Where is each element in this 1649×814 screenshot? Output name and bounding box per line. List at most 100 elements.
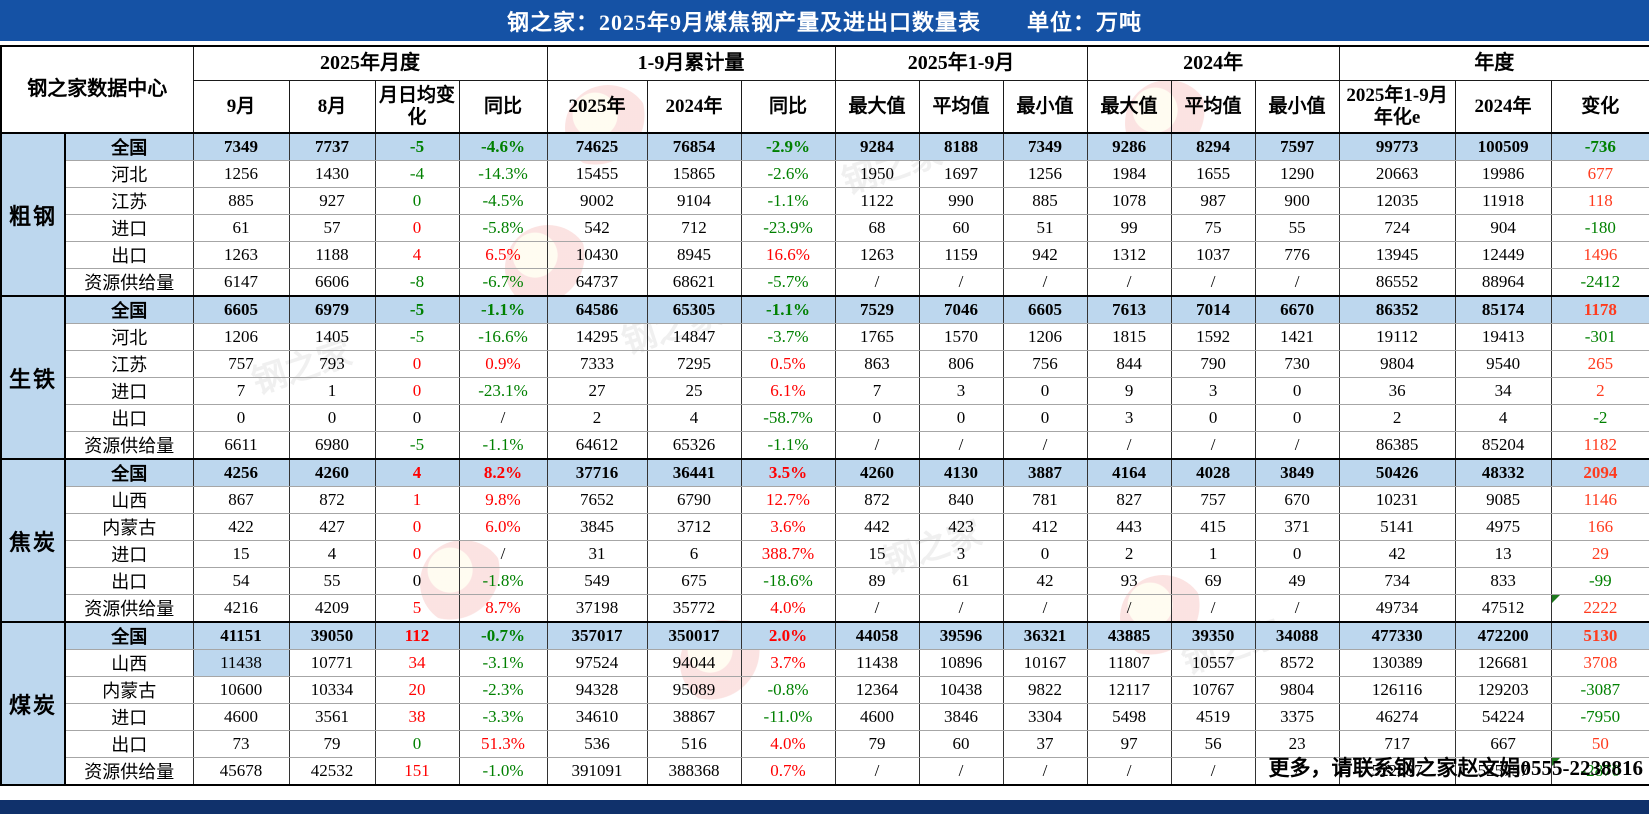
data-cell: 885: [192, 187, 290, 215]
data-cell: 15455: [546, 160, 648, 188]
data-cell: 5130: [1550, 621, 1649, 650]
data-cell: -2.6%: [740, 160, 836, 188]
data-cell: 12364: [834, 676, 920, 704]
data-cell: 34610: [546, 703, 648, 731]
data-cell: 1496: [1550, 241, 1649, 269]
data-cell: 391091: [546, 757, 648, 786]
data-cell: 4164: [1086, 458, 1172, 487]
report-table: 钢之家数据中心 2025年月度 1-9月累计量 2025年1-9月 2024年 年度 9月 8…: [0, 45, 1649, 786]
data-cell: -2.9%: [740, 132, 836, 161]
data-cell: 10167: [1002, 649, 1088, 677]
data-cell: 5: [374, 594, 460, 623]
data-cell: 3887: [1002, 458, 1088, 487]
data-cell: -0.8%: [740, 676, 836, 704]
data-cell: 93: [1086, 567, 1172, 595]
data-cell: 55: [288, 567, 376, 595]
data-cell: 7529: [834, 295, 920, 324]
data-cell: 2094: [1550, 458, 1649, 487]
data-cell: 95089: [646, 676, 742, 704]
data-cell: 0: [1254, 377, 1340, 405]
data-cell: 2: [1550, 377, 1649, 405]
data-cell: /: [918, 268, 1004, 297]
data-cell: 56: [1170, 730, 1256, 758]
table-row: 进口 4600 3561 38 -3.3% 34610 38867 -11.0% 4600 384…: [1, 703, 1649, 731]
data-cell: 8294: [1170, 132, 1256, 161]
data-cell: 2: [1338, 404, 1456, 432]
data-cell: 50426: [1338, 458, 1456, 487]
data-cell: 11807: [1086, 649, 1172, 677]
data-cell: 86385: [1338, 431, 1456, 460]
data-cell: 13: [1454, 540, 1552, 568]
data-cell: 9002: [546, 187, 648, 215]
data-cell: 43885: [1086, 621, 1172, 650]
table-row: 焦炭 全国 4256 4260 4 8.2% 37716 36441 3.5% 4260 4130 3…: [0, 458, 1649, 623]
data-cell: 55: [1254, 214, 1340, 242]
data-cell: 927: [288, 187, 376, 215]
data-cell: 4: [288, 540, 376, 568]
data-cell: 827: [1086, 486, 1172, 514]
data-cell: 4.0%: [740, 730, 836, 758]
data-cell: 4028: [1170, 458, 1256, 487]
data-cell: 23: [1254, 730, 1340, 758]
data-cell: 872: [288, 486, 376, 514]
data-cell: 42532: [288, 757, 376, 786]
data-cell: 14295: [546, 323, 648, 351]
data-cell: 525757: [1454, 757, 1552, 786]
row-label: 山西: [64, 649, 194, 677]
data-cell: 1178: [1550, 295, 1649, 324]
column-header: 2025年: [546, 80, 648, 134]
data-cell: 51.3%: [458, 730, 548, 758]
data-cell: -5: [374, 132, 460, 161]
table-row: 山西 11438 10771 34 -3.1% 97524 94044 3.7% 11438 10…: [1, 649, 1649, 677]
table-row: 河北 1256 1430 -4 -14.3% 15455 15865 -2.6% 1950 169…: [1, 160, 1649, 188]
data-cell: 7349: [1002, 132, 1088, 161]
data-cell: 8572: [1254, 649, 1340, 677]
data-cell: 37: [1002, 730, 1088, 758]
data-cell: 7597: [1254, 132, 1340, 161]
data-cell: 1256: [1002, 160, 1088, 188]
data-cell: 15: [834, 540, 920, 568]
data-cell: 49: [1254, 567, 1340, 595]
data-cell: 11438: [834, 649, 920, 677]
data-cell: -11.0%: [740, 703, 836, 731]
data-cell: /: [1086, 268, 1172, 297]
data-cell: 9804: [1338, 350, 1456, 378]
data-cell: 38: [374, 703, 460, 731]
row-label: 全国: [64, 295, 194, 324]
data-cell: -1.8%: [458, 567, 548, 595]
column-header: 8月: [288, 80, 376, 134]
data-cell: -4.6%: [458, 132, 548, 161]
table-row: 煤炭 全国 41151 39050 112 -0.7% 357017 350017 2.0% 44…: [0, 621, 1649, 786]
data-cell: 757: [192, 350, 290, 378]
data-cell: 20: [374, 676, 460, 704]
data-cell: 112: [374, 621, 460, 650]
table-row: 资源供给量 45678 42532 151 -1.0% 391091 388368 0.7% /…: [1, 757, 1649, 786]
table-row: 进口 7 1 0 -23.1% 27 25 6.1% 7 3 0 9 3 0 36 34 2: [1, 377, 1649, 405]
data-cell: 388368: [646, 757, 742, 786]
data-cell: 9104: [646, 187, 742, 215]
data-cell: 0: [374, 377, 460, 405]
data-cell: 0.5%: [740, 350, 836, 378]
data-cell: 10438: [918, 676, 1004, 704]
data-cell: 126681: [1454, 649, 1552, 677]
data-cell: 65326: [646, 431, 742, 460]
data-cell: 9286: [1086, 132, 1172, 161]
data-cell: 0: [1002, 377, 1088, 405]
data-cell: 1592: [1170, 323, 1256, 351]
data-cell: 1206: [1002, 323, 1088, 351]
data-cell: -1.1%: [458, 295, 548, 324]
data-cell: 89: [834, 567, 920, 595]
data-cell: 9822: [1002, 676, 1088, 704]
column-header: 平均值: [1170, 80, 1256, 134]
data-cell: 88964: [1454, 268, 1552, 297]
data-cell: -4.5%: [458, 187, 548, 215]
table-row: 资源供给量 6611 6980 -5 -1.1% 64612 65326 -1.1% / / / / /…: [1, 431, 1649, 460]
data-cell: 79: [834, 730, 920, 758]
data-cell: 166: [1550, 513, 1649, 541]
table-row: 出口 0 0 0/2 4 -58.7% 0 0 0 3 0 0 2 4 -2: [1, 404, 1649, 432]
data-cell: 39350: [1170, 621, 1256, 650]
table-row: 江苏 757 793 0 0.9% 7333 7295 0.5% 863 806 756 844 790…: [1, 350, 1649, 378]
data-cell: /: [1254, 757, 1340, 786]
data-cell: 12.7%: [740, 486, 836, 514]
data-cell: -1.1%: [740, 187, 836, 215]
